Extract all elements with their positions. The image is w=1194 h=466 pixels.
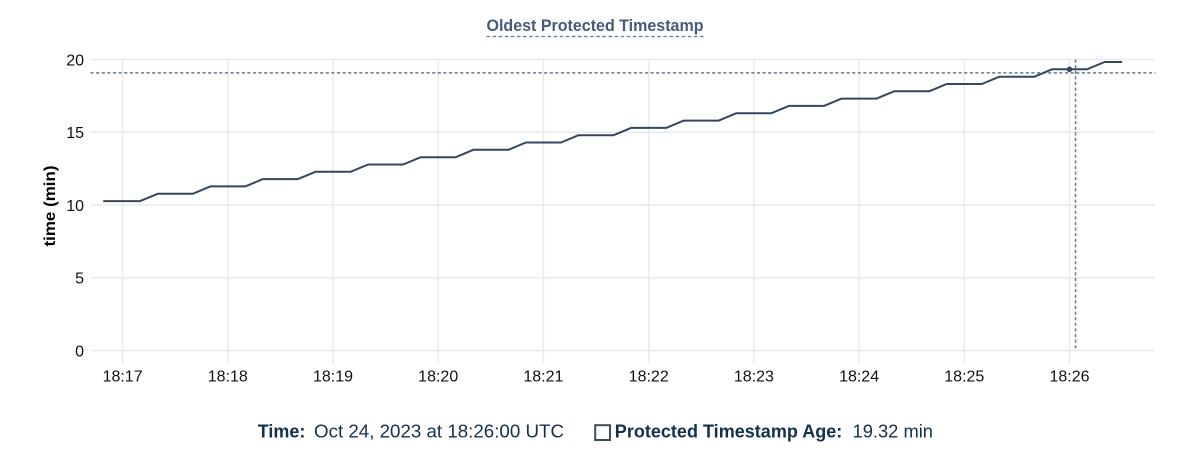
svg-text:0: 0 [75,343,84,360]
svg-text:18:25: 18:25 [944,369,984,386]
svg-text:15: 15 [66,125,84,142]
svg-text:18:22: 18:22 [629,369,669,386]
svg-text:18:19: 18:19 [313,369,353,386]
svg-text:18:26: 18:26 [1049,369,1089,386]
svg-text:time (min): time (min) [42,166,59,247]
svg-text:18:24: 18:24 [839,369,879,386]
svg-text:Oldest Protected Timestamp: Oldest Protected Timestamp [487,16,704,35]
svg-text:18:21: 18:21 [523,369,563,386]
svg-text:18:18: 18:18 [208,369,248,386]
svg-text:20: 20 [66,52,84,69]
svg-text:18:17: 18:17 [103,369,143,386]
svg-text:19.32 min: 19.32 min [853,421,934,441]
svg-text:18:20: 18:20 [418,369,458,386]
svg-text:Time:: Time: [258,421,306,441]
svg-text:Oct 24, 2023 at 18:26:00 UTC: Oct 24, 2023 at 18:26:00 UTC [314,421,564,441]
svg-text:5: 5 [75,271,84,288]
svg-text:10: 10 [66,198,84,215]
svg-text:18:23: 18:23 [734,369,774,386]
svg-text:Protected Timestamp Age:: Protected Timestamp Age: [615,421,843,441]
